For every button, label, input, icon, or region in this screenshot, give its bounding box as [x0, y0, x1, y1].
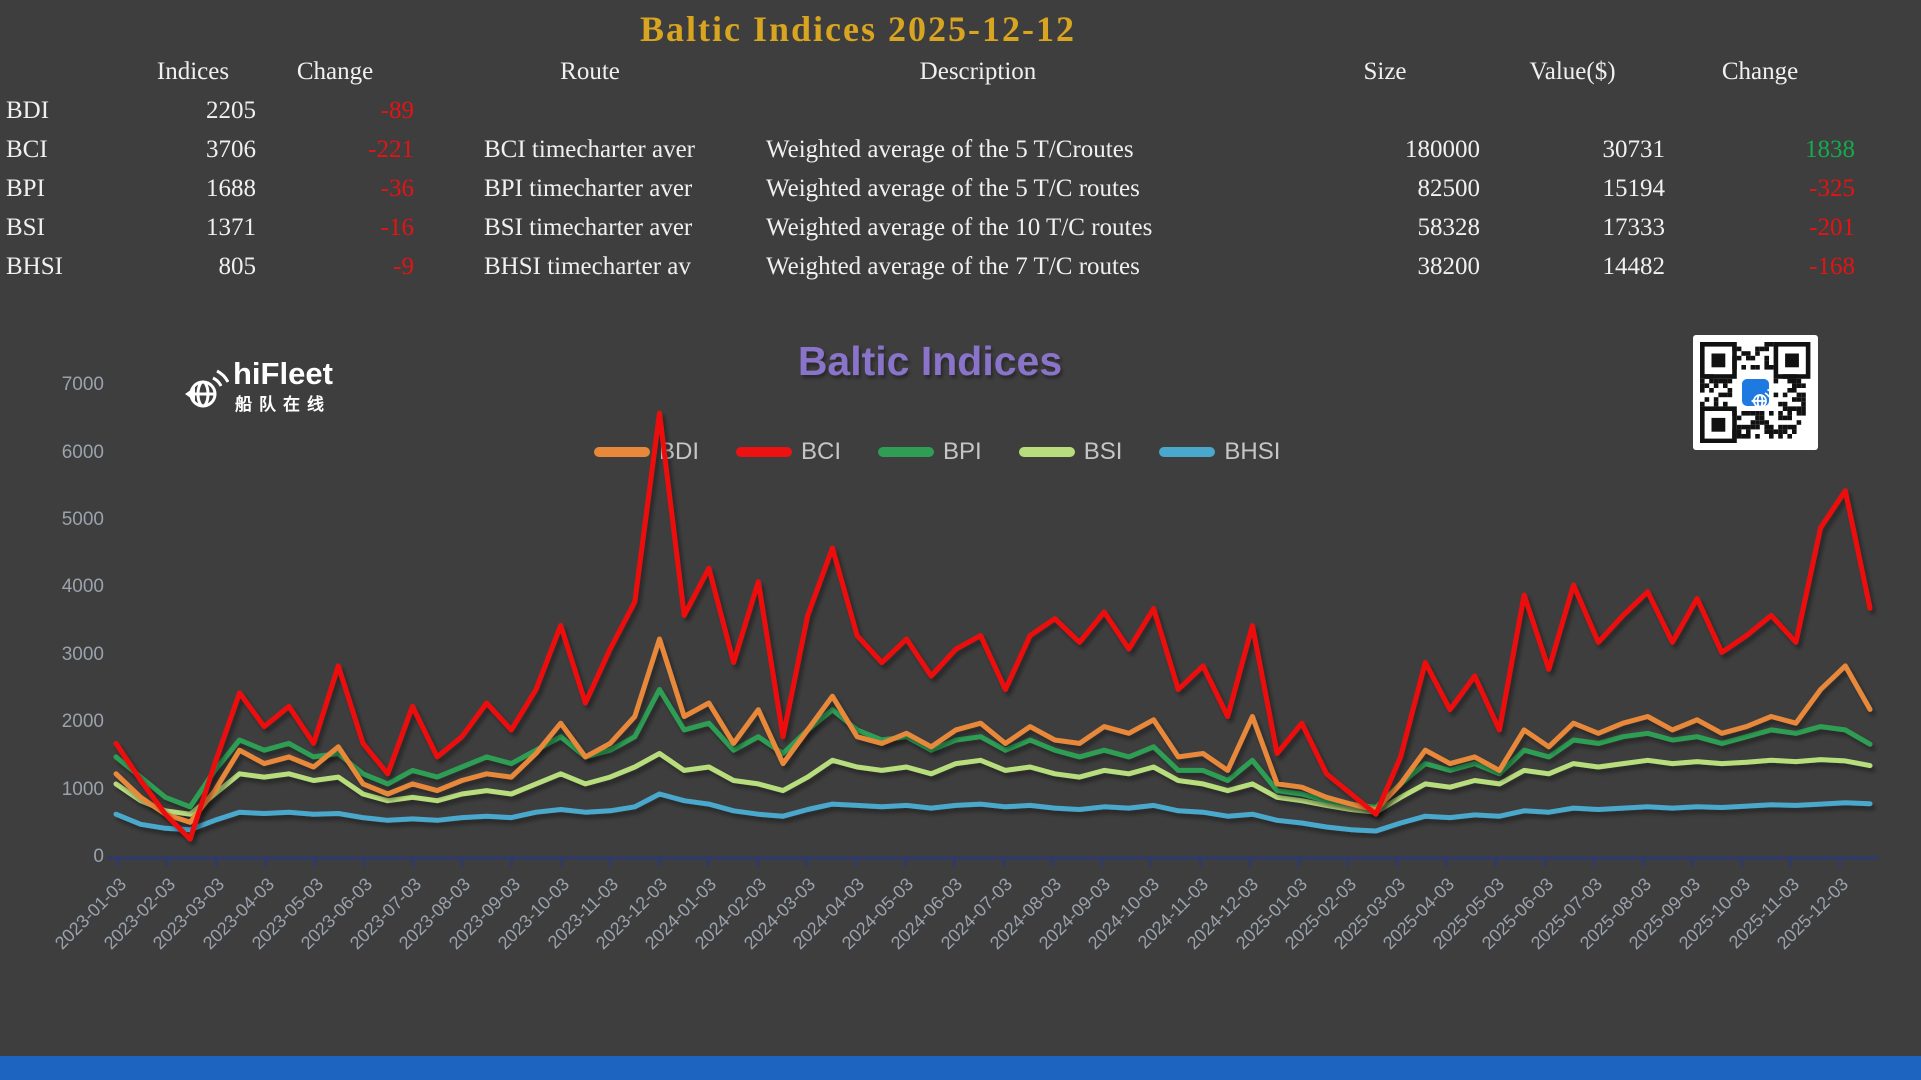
cell-index-name: BHSI	[6, 253, 63, 280]
table-header-row: Indices Change Route Description Size Va…	[0, 52, 1921, 91]
y-tick-6000: 6000	[61, 441, 104, 463]
legend-swatch-BSI	[1018, 447, 1075, 457]
cell-value: 14482	[1602, 253, 1666, 280]
legend-swatch-BPI	[878, 447, 935, 457]
cell-index-value: 1371	[206, 214, 256, 241]
cell-description: Weighted average of the 7 T/C routes	[766, 253, 1140, 280]
chart-legend: BDI BCI BPI BSI BHSI	[594, 438, 1280, 466]
cell-route	[484, 91, 766, 130]
col-header-indices: Indices	[156, 58, 230, 85]
cell-value-change: -325	[1809, 175, 1855, 202]
cell-index-value: 2205	[206, 97, 256, 124]
cell-index-change: -16	[380, 214, 414, 241]
cell-route: BHSI timecharter av	[484, 253, 691, 280]
series-line-BCI	[113, 410, 1873, 842]
cell-value-change	[1665, 91, 1855, 130]
cell-description: Weighted average of the 5 T/C routes	[766, 175, 1140, 202]
y-tick-2000: 2000	[61, 711, 104, 733]
series-line-BHSI	[113, 791, 1873, 834]
series-line-BDI	[113, 636, 1873, 825]
cell-index-name: BDI	[6, 97, 50, 124]
y-tick-3000: 3000	[61, 643, 104, 665]
cell-description: Weighted average of the 5 T/Croutes	[766, 136, 1134, 163]
cell-index-change: -9	[393, 253, 414, 280]
legend-swatch-BDI	[594, 447, 650, 457]
legend-item-BCI[interactable]: BCI	[736, 438, 841, 466]
col-header-change: Change	[296, 58, 374, 85]
hifleet-globe-icon	[183, 364, 230, 417]
page-title: Baltic Indices 2025-12-12	[640, 9, 1076, 49]
chart-title: Baltic Indices	[797, 338, 1063, 384]
y-tick-7000: 7000	[61, 374, 104, 396]
cell-index-value: 805	[218, 253, 257, 280]
legend-item-BSI[interactable]: BSI	[1018, 438, 1123, 466]
cell-index-name: BCI	[6, 136, 48, 163]
table-row-BSI: BSI 1371 -16 BSI timecharter aver Weighted a…	[0, 208, 1921, 247]
hifleet-logo-text: hiFleet	[233, 356, 333, 391]
cell-value	[1480, 91, 1665, 130]
col-header-description: Description	[919, 58, 1037, 85]
table-row-BCI: BCI 3706 -221 BCI timecharter aver Weighted …	[0, 130, 1921, 169]
y-tick-5000: 5000	[61, 509, 104, 530]
cell-size: 180000	[1405, 136, 1480, 163]
indices-table: Indices Change Route Description Size Va…	[0, 52, 1921, 286]
cell-value: 30731	[1602, 136, 1666, 163]
cell-value: 15194	[1602, 175, 1666, 202]
cell-index-value: 1688	[206, 175, 256, 202]
col-header-value: Value($)	[1529, 58, 1616, 85]
table-row-BHSI: BHSI 805 -9 BHSI timecharter av Weighted ave…	[0, 247, 1921, 286]
legend-label-BCI: BCI	[801, 438, 842, 465]
cell-route: BCI timecharter aver	[484, 136, 696, 163]
legend-item-BPI[interactable]: BPI	[878, 438, 982, 466]
qr-code	[1693, 335, 1818, 450]
col-header-route: Route	[560, 58, 620, 85]
legend-item-BDI[interactable]: BDI	[594, 438, 699, 466]
cell-description	[766, 91, 1190, 130]
cell-value-change: -168	[1809, 253, 1855, 280]
legend-label-BHSI: BHSI	[1224, 438, 1281, 465]
cell-route: BPI timecharter aver	[484, 175, 693, 202]
y-tick-4000: 4000	[61, 576, 104, 598]
series-line-BSI	[113, 751, 1873, 817]
cell-size: 82500	[1417, 175, 1481, 202]
legend-item-BHSI[interactable]: BHSI	[1159, 438, 1280, 466]
table-row-BPI: BPI 1688 -36 BPI timecharter aver Weighted a…	[0, 169, 1921, 208]
cell-index-name: BSI	[6, 214, 45, 241]
y-tick-0: 0	[93, 846, 104, 867]
cell-description: Weighted average of the 10 T/C routes	[766, 214, 1153, 241]
cell-index-change: -221	[368, 136, 414, 163]
cell-index-value: 3706	[206, 136, 256, 163]
cell-index-change: -89	[380, 97, 414, 124]
y-tick-1000: 1000	[61, 778, 104, 800]
qr-center-hifleet-icon	[1740, 377, 1774, 408]
cell-value-change: 1838	[1805, 136, 1855, 163]
col-header-size: Size	[1363, 58, 1407, 85]
cell-index-name: BPI	[6, 175, 45, 202]
bottom-bar	[0, 1056, 1921, 1080]
legend-swatch-BHSI	[1159, 447, 1216, 457]
cell-size	[1190, 91, 1480, 130]
series-line-BPI	[113, 687, 1873, 810]
cell-value: 17333	[1602, 214, 1666, 241]
table-row-BDI: BDI 2205 -89	[0, 91, 1921, 130]
legend-label-BDI: BDI	[659, 438, 700, 465]
legend-swatch-BCI	[736, 447, 793, 457]
legend-label-BSI: BSI	[1083, 438, 1123, 465]
cell-index-change: -36	[380, 175, 414, 202]
cell-route: BSI timecharter aver	[484, 214, 693, 241]
hifleet-logo-subtext: 船队在线	[235, 395, 331, 414]
legend-label-BPI: BPI	[943, 438, 982, 465]
cell-size: 38200	[1417, 253, 1481, 280]
col-header-change2: Change	[1721, 58, 1799, 85]
cell-size: 58328	[1417, 214, 1481, 241]
cell-value-change: -201	[1809, 214, 1855, 241]
